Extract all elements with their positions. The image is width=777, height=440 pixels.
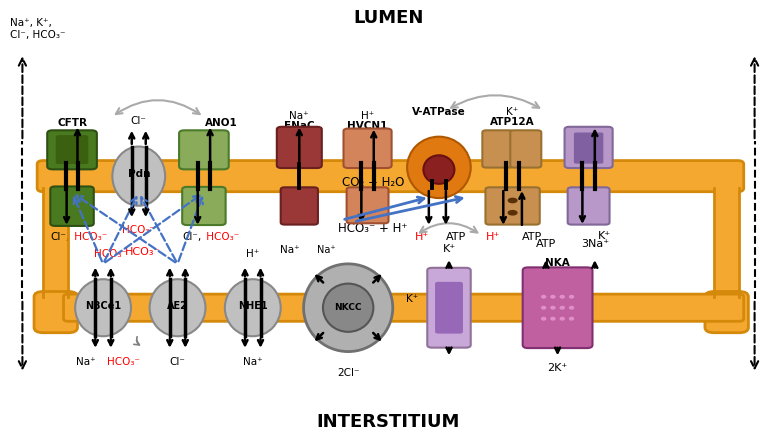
Text: ATP: ATP <box>522 232 542 242</box>
Text: ANO1: ANO1 <box>204 118 237 128</box>
Ellipse shape <box>569 295 574 299</box>
Text: HCO₃⁻: HCO₃⁻ <box>71 232 107 242</box>
Text: HCO₃⁻: HCO₃⁻ <box>125 247 160 257</box>
FancyBboxPatch shape <box>280 187 318 224</box>
Text: ⇌ CA: ⇌ CA <box>354 198 385 211</box>
Text: H⁺: H⁺ <box>415 232 429 242</box>
Text: CFTR: CFTR <box>57 118 87 128</box>
Text: Na⁺: Na⁺ <box>290 111 309 121</box>
Text: HCO₃⁻: HCO₃⁻ <box>94 249 127 259</box>
FancyBboxPatch shape <box>47 130 97 169</box>
FancyBboxPatch shape <box>483 130 514 168</box>
FancyBboxPatch shape <box>568 187 609 224</box>
Text: K⁺: K⁺ <box>406 294 419 304</box>
Text: ATP: ATP <box>446 232 466 242</box>
Ellipse shape <box>225 279 280 336</box>
FancyBboxPatch shape <box>435 282 463 334</box>
Text: 3Na⁺: 3Na⁺ <box>580 238 609 249</box>
Text: Na⁺: Na⁺ <box>317 245 336 255</box>
FancyBboxPatch shape <box>182 187 225 225</box>
Text: CO₂ + H₂O: CO₂ + H₂O <box>342 176 404 189</box>
Ellipse shape <box>150 279 205 336</box>
Text: NBCe1: NBCe1 <box>85 301 121 312</box>
Ellipse shape <box>569 317 574 321</box>
Ellipse shape <box>423 155 455 184</box>
Text: Na⁺: Na⁺ <box>75 357 96 367</box>
Text: 2K⁺: 2K⁺ <box>548 363 568 373</box>
FancyBboxPatch shape <box>44 188 68 297</box>
FancyBboxPatch shape <box>523 268 593 348</box>
Ellipse shape <box>113 147 166 206</box>
FancyBboxPatch shape <box>565 127 612 168</box>
FancyBboxPatch shape <box>427 268 471 348</box>
Text: HCO₃⁻: HCO₃⁻ <box>203 232 239 242</box>
Text: Na⁺, K⁺,
Cl⁻, HCO₃⁻: Na⁺, K⁺, Cl⁻, HCO₃⁻ <box>10 18 65 40</box>
Text: NKA: NKA <box>545 258 570 268</box>
Text: Cl⁻,: Cl⁻, <box>51 232 70 242</box>
Text: HCO₃⁻: HCO₃⁻ <box>122 225 155 235</box>
Text: Na⁺: Na⁺ <box>280 245 300 255</box>
FancyBboxPatch shape <box>510 130 542 168</box>
Text: Cl⁻,: Cl⁻, <box>183 232 201 242</box>
FancyBboxPatch shape <box>714 188 739 297</box>
Text: ATP: ATP <box>536 238 556 249</box>
Ellipse shape <box>550 306 556 310</box>
Ellipse shape <box>507 198 517 203</box>
FancyBboxPatch shape <box>343 128 392 168</box>
Ellipse shape <box>559 295 565 299</box>
Text: K⁺: K⁺ <box>507 107 519 117</box>
Ellipse shape <box>541 295 546 299</box>
Ellipse shape <box>550 317 556 321</box>
FancyBboxPatch shape <box>277 127 322 168</box>
Text: H⁺: H⁺ <box>246 249 260 259</box>
Text: V-ATPase: V-ATPase <box>412 107 465 117</box>
FancyBboxPatch shape <box>574 132 604 164</box>
Ellipse shape <box>304 264 392 352</box>
Text: Cl⁻: Cl⁻ <box>131 116 147 126</box>
Text: Cl⁻: Cl⁻ <box>169 357 186 367</box>
Text: INTERSTITIUM: INTERSTITIUM <box>317 413 460 430</box>
Text: Na⁺: Na⁺ <box>243 357 263 367</box>
Text: H⁺: H⁺ <box>486 232 500 242</box>
FancyBboxPatch shape <box>486 187 540 224</box>
Ellipse shape <box>559 306 565 310</box>
FancyBboxPatch shape <box>37 161 744 192</box>
Text: NKCC: NKCC <box>334 303 362 312</box>
Ellipse shape <box>75 279 131 336</box>
FancyBboxPatch shape <box>705 291 748 333</box>
Text: ENaC: ENaC <box>284 121 315 131</box>
Ellipse shape <box>550 295 556 299</box>
Text: HVCN1: HVCN1 <box>347 121 388 131</box>
Text: HCO₃⁻: HCO₃⁻ <box>107 357 140 367</box>
Text: NHE1: NHE1 <box>238 301 267 312</box>
FancyBboxPatch shape <box>51 187 94 226</box>
Text: HCO₃⁻ + H⁺: HCO₃⁻ + H⁺ <box>338 222 408 235</box>
Ellipse shape <box>507 210 517 216</box>
Ellipse shape <box>559 317 565 321</box>
Text: 2Cl⁻: 2Cl⁻ <box>337 368 360 378</box>
Text: K⁺: K⁺ <box>442 244 455 254</box>
FancyBboxPatch shape <box>347 187 388 223</box>
Ellipse shape <box>541 306 546 310</box>
Text: AE2: AE2 <box>167 301 188 312</box>
FancyBboxPatch shape <box>34 291 78 333</box>
Ellipse shape <box>541 317 546 321</box>
Text: H⁺: H⁺ <box>361 111 375 121</box>
FancyBboxPatch shape <box>56 135 89 164</box>
Text: LUMEN: LUMEN <box>354 10 423 27</box>
FancyBboxPatch shape <box>179 130 228 169</box>
Ellipse shape <box>407 137 471 198</box>
Ellipse shape <box>569 306 574 310</box>
Text: ATP12A: ATP12A <box>490 117 535 127</box>
Text: K⁺: K⁺ <box>598 231 611 241</box>
Ellipse shape <box>323 284 374 332</box>
FancyBboxPatch shape <box>64 294 744 321</box>
Text: Pdn: Pdn <box>127 169 150 179</box>
